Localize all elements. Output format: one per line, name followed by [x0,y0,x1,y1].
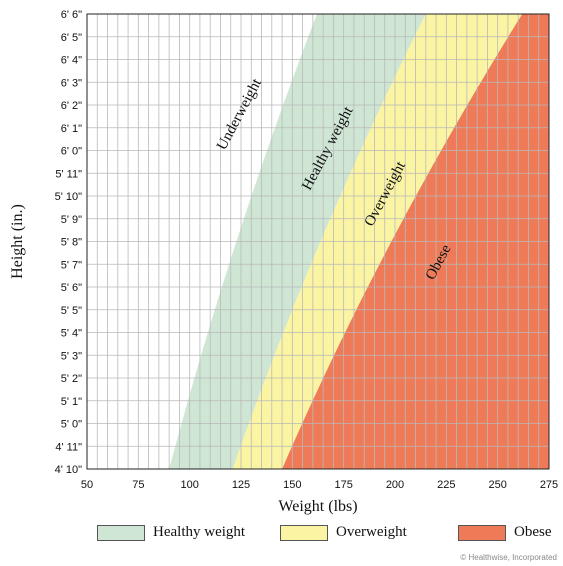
x-tick-label: 175 [334,479,352,491]
legend-swatch-healthy [97,524,145,541]
y-tick-label: 5' 8" [61,237,82,249]
y-tick-label: 6' 1" [61,123,82,135]
y-tick-labels: 4' 10" 4' 11" 5' 0" 5' 1" 5' 2" 5' 3" 5' 4" 5' … [55,9,83,476]
legend-item-healthy: Healthy weight [97,524,245,541]
y-tick-label: 6' 0" [61,146,82,158]
y-tick-label: 6' 4" [61,55,82,67]
y-tick-label: 6' 2" [61,100,82,112]
y-tick-label: 5' 9" [61,214,82,226]
legend-swatch-overweight [280,524,328,541]
x-tick-label: 250 [488,479,506,491]
x-tick-label: 225 [437,479,455,491]
y-axis-title: Height (in.) [9,204,26,279]
y-tick-label: 5' 3" [61,350,82,362]
y-tick-label: 6' 3" [61,77,82,89]
y-tick-label: 5' 0" [61,419,82,431]
y-tick-label: 5' 6" [61,282,82,294]
x-axis-title: Weight (lbs) [278,498,357,515]
grid [87,14,549,469]
legend-swatch-obese [458,524,506,541]
x-tick-label: 200 [386,479,404,491]
y-tick-label: 5' 1" [61,396,82,408]
legend-item-obese: Obese [458,524,552,541]
x-tick-label: 125 [232,479,250,491]
y-tick-label: 4' 10" [55,464,83,476]
x-tick-label: 75 [132,479,144,491]
y-tick-label: 6' 6" [61,9,82,21]
x-tick-label: 100 [180,479,198,491]
y-tick-label: 5' 7" [61,259,82,271]
x-tick-label: 275 [540,479,558,491]
x-tick-label: 150 [283,479,301,491]
y-tick-label: 5' 5" [61,305,82,317]
legend-item-overweight: Overweight [280,524,407,541]
y-tick-label: 5' 11" [55,168,82,180]
y-tick-label: 4' 11" [55,441,82,453]
bmi-chart: Underweight Healthy weightOverweightObese… [9,9,558,515]
y-tick-label: 5' 10" [55,191,83,203]
x-tick-label: 50 [81,479,93,491]
legend-label-overweight: Overweight [336,524,407,540]
y-tick-label: 5' 4" [61,328,82,340]
x-tick-labels: 50 75 100 125 150 175 200 225 250 275 [81,479,558,491]
legend: Healthy weight Overweight Obese [0,520,563,550]
credit-text: © Healthwise, Incorporated [460,553,557,562]
y-tick-label: 5' 2" [61,373,82,385]
y-tick-label: 6' 5" [61,32,82,44]
legend-label-obese: Obese [514,524,552,540]
legend-label-healthy: Healthy weight [153,524,246,540]
plot-frame [86,13,550,470]
